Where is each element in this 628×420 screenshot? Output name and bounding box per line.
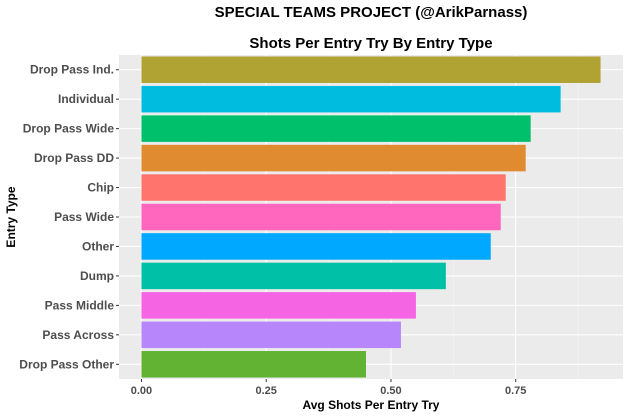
bar xyxy=(141,233,491,260)
x-axis-title: Avg Shots Per Entry Try xyxy=(303,398,440,412)
y-tick-label: Other xyxy=(82,239,114,253)
y-tick-label: Individual xyxy=(58,92,114,106)
y-tick-label: Pass Across xyxy=(42,328,114,342)
y-tick-labels: Drop Pass Ind. Individual Drop Pass Wide Dr… xyxy=(19,63,119,371)
bar xyxy=(141,85,561,113)
bars xyxy=(141,56,601,378)
x-tick-labels: 0.00 0.25 0.50 0.75 xyxy=(131,379,526,397)
y-axis-title: Entry Type xyxy=(4,186,18,247)
bar xyxy=(141,174,506,201)
y-tick-label: Drop Pass Ind. xyxy=(30,63,114,77)
bar xyxy=(141,292,416,319)
x-tick-label: 0.50 xyxy=(380,385,401,397)
y-tick-label: Drop Pass DD xyxy=(34,151,114,165)
y-tick-label: Drop Pass Other xyxy=(19,357,114,371)
bar xyxy=(141,262,446,290)
chart-subtitle: Shots Per Entry Try By Entry Type xyxy=(249,35,492,52)
y-tick-label: Chip xyxy=(87,181,114,195)
bar xyxy=(141,56,601,83)
bar xyxy=(141,321,401,349)
bar xyxy=(141,144,526,172)
bar xyxy=(141,203,501,231)
x-tick-label: 0.00 xyxy=(131,385,152,397)
y-tick-label: Pass Wide xyxy=(54,210,114,224)
x-tick-label: 0.25 xyxy=(255,385,276,397)
chart-title: SPECIAL TEAMS PROJECT (@ArikParnass) xyxy=(215,4,528,21)
bar xyxy=(141,351,367,378)
y-tick-label: Pass Middle xyxy=(45,298,115,312)
y-tick-label: Dump xyxy=(80,269,114,283)
x-tick-label: 0.75 xyxy=(505,385,526,397)
y-tick-label: Drop Pass Wide xyxy=(23,122,115,136)
bar xyxy=(141,115,531,142)
